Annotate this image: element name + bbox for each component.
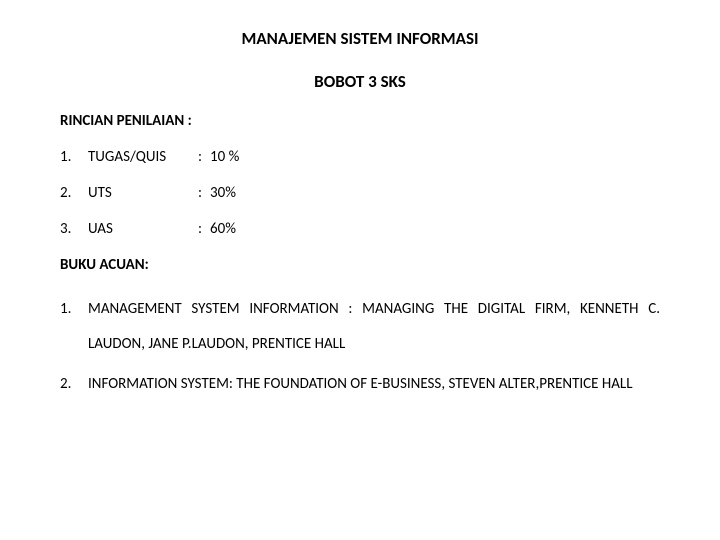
grading-separator: : [198, 148, 210, 166]
grading-value: 10 % [210, 148, 239, 166]
references-header: BUKU ACUAN: [60, 256, 660, 274]
grading-item: 2. UTS : 30% [60, 184, 660, 202]
grading-number: 3. [60, 220, 88, 238]
grading-label: UTS [88, 184, 198, 202]
grading-label: UAS [88, 220, 198, 238]
grading-number: 2. [60, 184, 88, 202]
grading-separator: : [198, 220, 210, 238]
grading-value: 60% [210, 220, 236, 238]
reference-number: 1. [60, 292, 88, 327]
grading-separator: : [198, 184, 210, 202]
reference-text: INFORMATION SYSTEM: THE FOUNDATION OF E-… [88, 375, 633, 393]
grading-value: 30% [210, 184, 236, 202]
reference-item: 2.INFORMATION SYSTEM: THE FOUNDATION OF … [60, 367, 660, 402]
reference-text: MANAGEMENT SYSTEM INFORMATION : MANAGING… [88, 300, 660, 353]
reference-item: 1.MANAGEMENT SYSTEM INFORMATION : MANAGI… [60, 292, 660, 361]
grading-list: 1. TUGAS/QUIS : 10 % 2. UTS : 30% 3. UAS… [60, 148, 660, 238]
references-list: 1.MANAGEMENT SYSTEM INFORMATION : MANAGI… [60, 292, 660, 402]
grading-number: 1. [60, 148, 88, 166]
page-title: MANAJEMEN SISTEM INFORMASI [60, 28, 660, 49]
grading-item: 1. TUGAS/QUIS : 10 % [60, 148, 660, 166]
page-subtitle: BOBOT 3 SKS [60, 71, 660, 92]
grading-label: TUGAS/QUIS [88, 148, 198, 166]
reference-number: 2. [60, 367, 88, 402]
grading-item: 3. UAS : 60% [60, 220, 660, 238]
grading-header: RINCIAN PENILAIAN : [60, 112, 660, 130]
